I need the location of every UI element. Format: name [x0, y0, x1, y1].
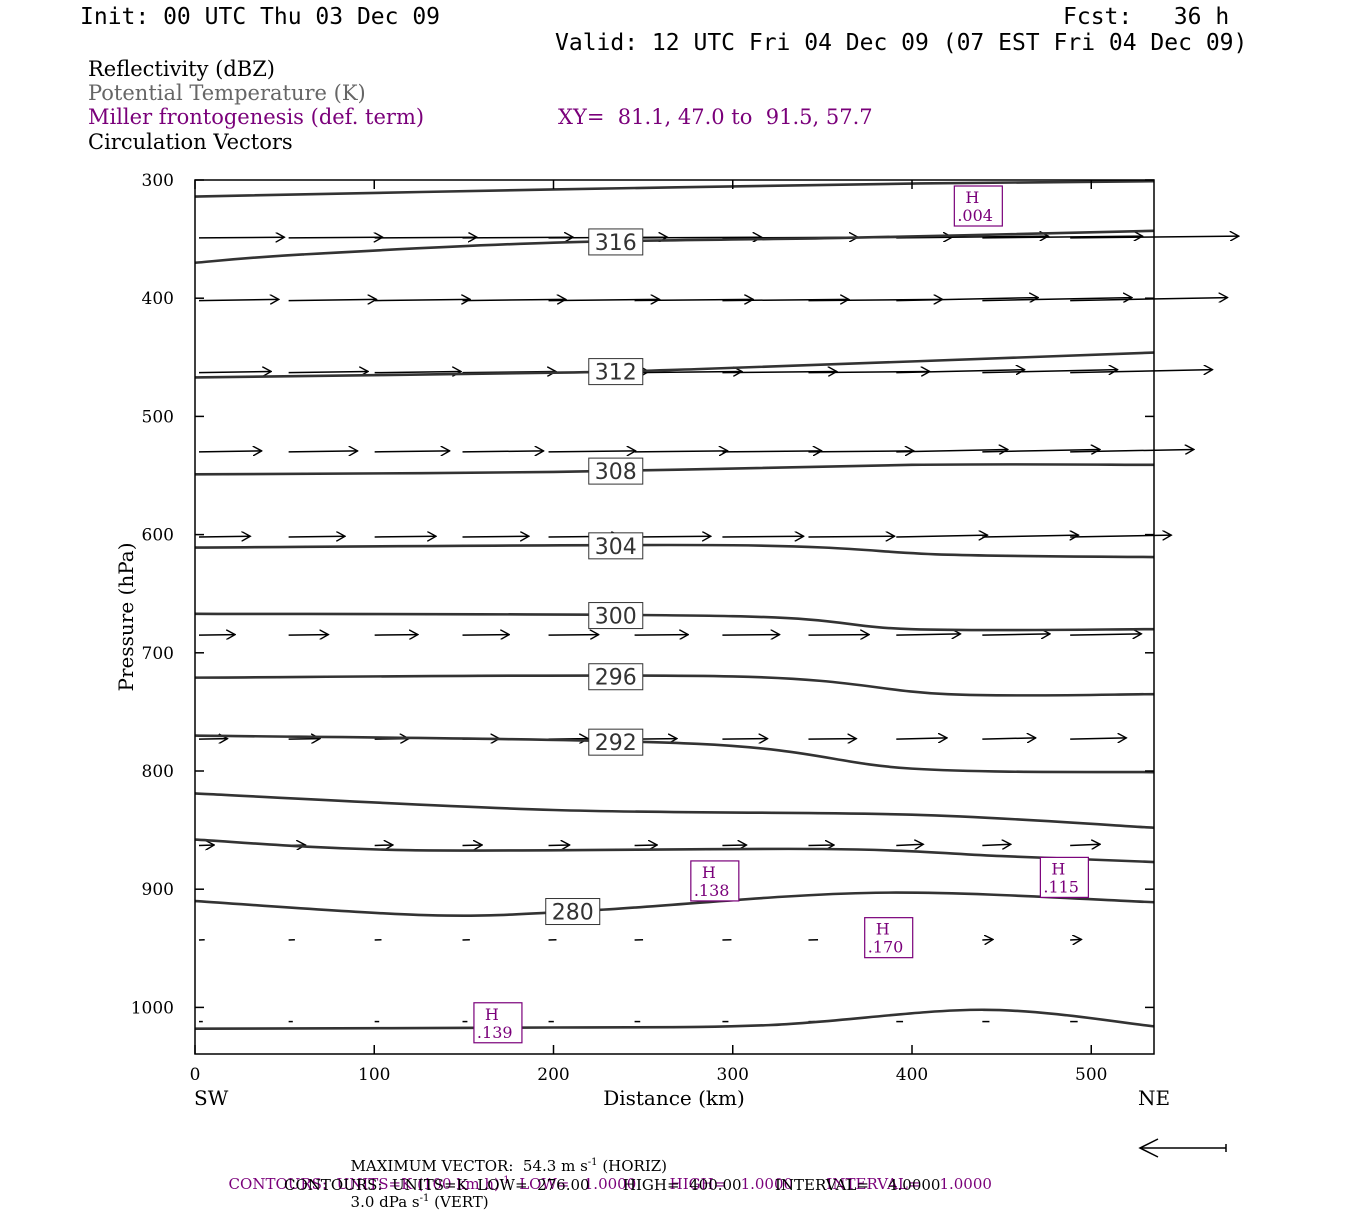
x-left-end-label: SW — [194, 1086, 229, 1110]
isentrope-line — [195, 231, 1154, 263]
x-tick-label: 300 — [717, 1065, 749, 1085]
max-vector-vert: 3.0 dPa s — [351, 1193, 420, 1211]
frontogenesis-high-value: .115 — [1043, 877, 1079, 896]
frontogenesis-high-letter: H — [876, 920, 890, 939]
circulation-vector — [289, 299, 377, 300]
isentrope-label: 280 — [552, 901, 594, 926]
frontogenesis-high-letter: H — [1051, 859, 1065, 878]
x-tick-label: 400 — [896, 1065, 928, 1085]
isentrope-label: 304 — [595, 535, 637, 560]
circulation-vector — [722, 451, 821, 452]
circulation-vector — [289, 536, 345, 537]
y-tick-label: 1000 — [131, 998, 174, 1018]
circulation-vector — [982, 939, 993, 940]
circulation-vector — [199, 237, 285, 238]
frontogenesis-high-letter: H — [965, 188, 979, 207]
isentrope-line — [195, 464, 1154, 474]
circulation-vector — [375, 451, 450, 452]
circulation-vector — [375, 237, 477, 238]
circulation-vector — [375, 536, 436, 537]
isentrope-line — [195, 893, 1154, 916]
circulation-vector — [289, 451, 358, 452]
x-tick-label: 100 — [358, 1065, 390, 1085]
isentrope-line — [195, 1010, 1154, 1029]
circulation-vector — [896, 844, 923, 845]
circulation-vector — [1070, 535, 1171, 537]
y-tick-label: 700 — [142, 644, 174, 664]
circulation-vector — [982, 844, 1010, 845]
y-tick-label: 400 — [142, 289, 174, 309]
isentrope-label: 312 — [595, 361, 637, 386]
circulation-vector — [635, 451, 728, 452]
circulation-vector — [1070, 634, 1141, 635]
circulation-vector — [722, 536, 803, 537]
circulation-vector — [1070, 738, 1126, 739]
y-tick-label: 800 — [142, 762, 174, 782]
frontogenesis-high-value: .004 — [957, 206, 993, 225]
circulation-vector — [896, 738, 947, 739]
circulation-vector — [549, 451, 636, 452]
isentrope-label: 308 — [595, 460, 637, 485]
max-vector-vert-unit: (VERT) — [434, 1193, 489, 1211]
circulation-vector — [199, 299, 279, 300]
max-vector-vert-exp: -1 — [420, 1193, 430, 1204]
y-tick-label: 900 — [142, 880, 174, 900]
y-tick-label: 300 — [142, 171, 174, 191]
x-tick-label: 0 — [190, 1065, 201, 1085]
y-tick-label: 600 — [142, 526, 174, 546]
isentrope-line — [195, 736, 1154, 773]
frontogenesis-high-value: .138 — [694, 881, 730, 900]
isentrope-label: 300 — [595, 605, 637, 630]
circulation-vector — [463, 536, 529, 537]
circulation-vector — [375, 299, 470, 300]
circulation-vector — [982, 535, 1078, 537]
frontogenesis-high-value: .139 — [477, 1023, 513, 1042]
circulation-vector — [808, 536, 894, 537]
plot-frame — [195, 180, 1154, 1054]
circulation-vector — [375, 371, 461, 372]
isentrope-line — [195, 353, 1154, 378]
circulation-vector — [199, 451, 262, 452]
x-right-end-label: NE — [1138, 1086, 1170, 1110]
circulation-vector — [896, 634, 960, 635]
isentrope-label: 296 — [595, 666, 637, 691]
circulation-vector — [289, 237, 383, 238]
circulation-vector — [982, 738, 1035, 739]
isentrope-line — [195, 793, 1154, 827]
frontogenesis-high-letter: H — [485, 1005, 499, 1024]
circulation-vector — [635, 536, 711, 537]
isentrope-line — [195, 614, 1154, 630]
isentrope-line — [195, 675, 1154, 695]
x-tick-label: 500 — [1075, 1065, 1107, 1085]
frontogenesis-high-letter: H — [702, 863, 716, 882]
x-axis-label: Distance (km) — [603, 1086, 745, 1110]
circulation-vector — [199, 536, 250, 537]
isentrope-label: 316 — [595, 231, 637, 256]
isentrope-line — [195, 840, 1154, 862]
x-tick-label: 200 — [537, 1065, 569, 1085]
isentrope-label: 292 — [595, 731, 637, 756]
circulation-vector — [896, 535, 987, 537]
y-tick-label: 500 — [142, 407, 174, 427]
frontogenesis-high-value: .170 — [868, 938, 904, 957]
isentrope-line — [195, 181, 1154, 196]
contours-theta-info: CONTOURS: UNITS=K LOW= 276.00 HIGH= 400.… — [284, 1176, 940, 1194]
circulation-vector — [199, 371, 271, 372]
isentrope-line — [195, 545, 1154, 557]
circulation-vector — [1070, 844, 1100, 845]
circulation-vector — [1070, 939, 1081, 940]
circulation-vector — [463, 451, 544, 452]
circulation-vector — [982, 634, 1050, 635]
circulation-vector — [289, 371, 368, 372]
y-axis-label: Pressure (hPa) — [114, 543, 138, 692]
